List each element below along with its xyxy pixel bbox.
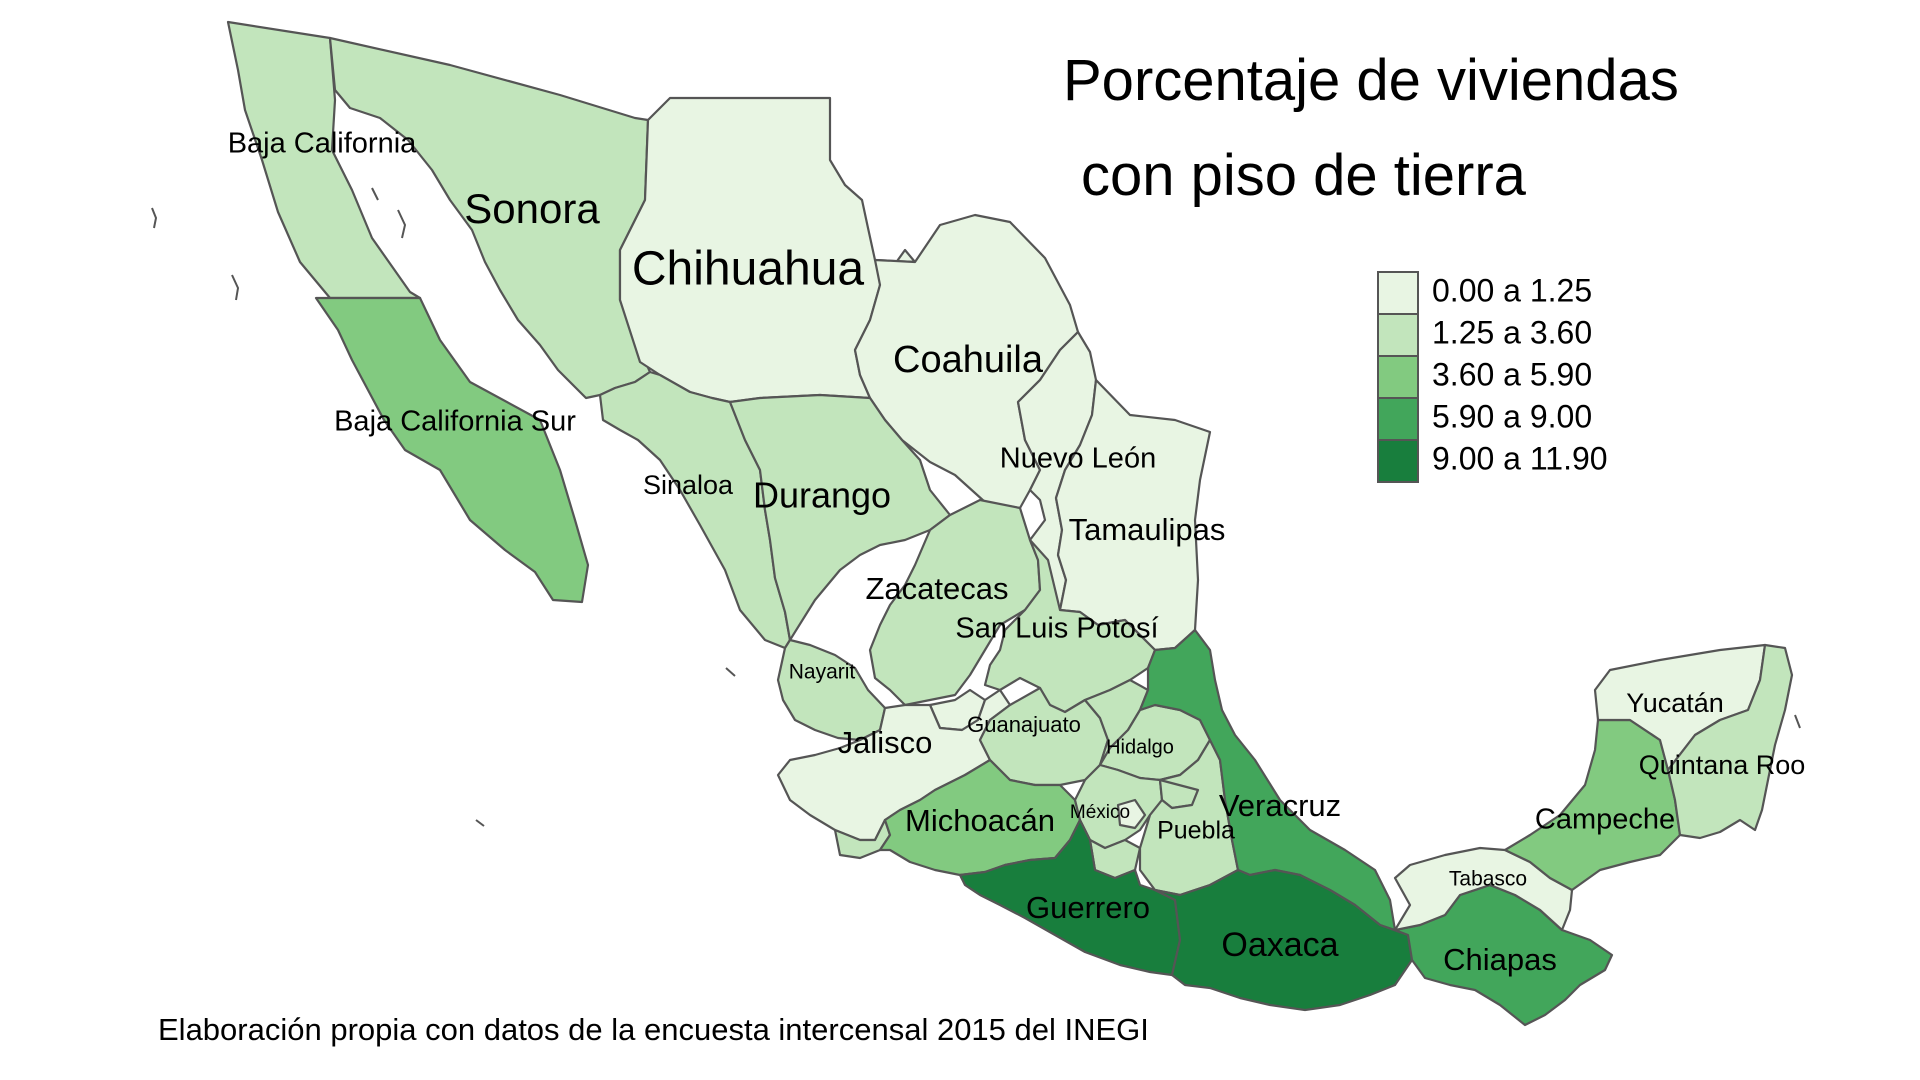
label-chihuahua: Chihuahua — [632, 243, 865, 296]
label-quintana-roo: Quintana Roo — [1639, 750, 1806, 780]
label-durango: Durango — [753, 475, 891, 516]
state-regions — [226, 20, 1794, 1027]
map-title: Porcentaje de viviendas con piso de tier… — [1063, 48, 1679, 208]
label-campeche: Campeche — [1535, 804, 1675, 836]
label-tamaulipas: Tamaulipas — [1069, 512, 1226, 547]
legend-label-1: 1.25 a 3.60 — [1432, 314, 1592, 350]
label-baja-california: Baja California — [228, 128, 417, 160]
title-line-1: Porcentaje de viviendas — [1063, 48, 1679, 113]
label-san-luis-potosi: San Luis Potosí — [955, 613, 1158, 645]
legend: 0.00 a 1.25 1.25 a 3.60 3.60 a 5.90 5.90… — [1377, 271, 1608, 483]
label-sonora: Sonora — [464, 185, 600, 232]
label-yucatan: Yucatán — [1626, 688, 1724, 718]
legend-swatch-4 — [1377, 439, 1419, 483]
island-tiburon — [397, 209, 407, 239]
label-mexico: México — [1070, 802, 1130, 823]
island-socorro — [475, 819, 485, 827]
island-angel — [371, 187, 379, 201]
state-labels: Baja California Sonora Chihuahua Coahuil… — [228, 128, 1806, 978]
legend-label-0: 0.00 a 1.25 — [1432, 272, 1592, 308]
state-durango[interactable] — [728, 393, 952, 642]
legend-swatch-0 — [1377, 271, 1419, 315]
legend-label-3: 5.90 a 9.00 — [1432, 398, 1592, 434]
island-guadalupe — [151, 207, 158, 229]
label-baja-california-sur: Baja California Sur — [334, 406, 576, 438]
legend-label-2: 3.60 a 5.90 — [1432, 356, 1592, 392]
label-guerrero: Guerrero — [1026, 890, 1150, 925]
island-cozumel — [1794, 714, 1801, 729]
label-coahuila: Coahuila — [893, 339, 1044, 381]
label-nuevo-leon: Nuevo León — [1000, 443, 1156, 475]
label-sinaloa: Sinaloa — [643, 470, 734, 500]
island-maria — [725, 667, 736, 677]
islands — [151, 187, 1801, 827]
title-line-2: con piso de tierra — [1081, 143, 1527, 208]
state-baja-california-sur[interactable] — [314, 296, 590, 604]
label-veracruz: Veracruz — [1219, 788, 1341, 823]
legend-label-4: 9.00 a 11.90 — [1432, 440, 1608, 476]
state-quintana-roo[interactable] — [1666, 643, 1794, 840]
legend-swatch-1 — [1377, 313, 1419, 357]
legend-swatch-2 — [1377, 355, 1419, 399]
label-oaxaca: Oaxaca — [1221, 926, 1338, 964]
label-chiapas: Chiapas — [1443, 942, 1557, 977]
label-hidalgo: Hidalgo — [1106, 736, 1174, 758]
state-cdmx[interactable] — [1116, 798, 1147, 830]
legend-swatch-3 — [1377, 397, 1419, 441]
label-michoacan: Michoacán — [905, 803, 1055, 838]
source-caption: Elaboración propia con datos de la encue… — [158, 1012, 1149, 1047]
label-tabasco: Tabasco — [1449, 868, 1527, 891]
label-puebla: Puebla — [1157, 817, 1235, 845]
label-zacatecas: Zacatecas — [865, 571, 1008, 606]
state-oaxaca[interactable] — [1153, 868, 1414, 1012]
island-cedros — [231, 274, 240, 301]
label-guanajuato: Guanajuato — [967, 712, 1081, 737]
label-nayarit: Nayarit — [789, 661, 856, 684]
label-jalisco: Jalisco — [838, 725, 933, 760]
